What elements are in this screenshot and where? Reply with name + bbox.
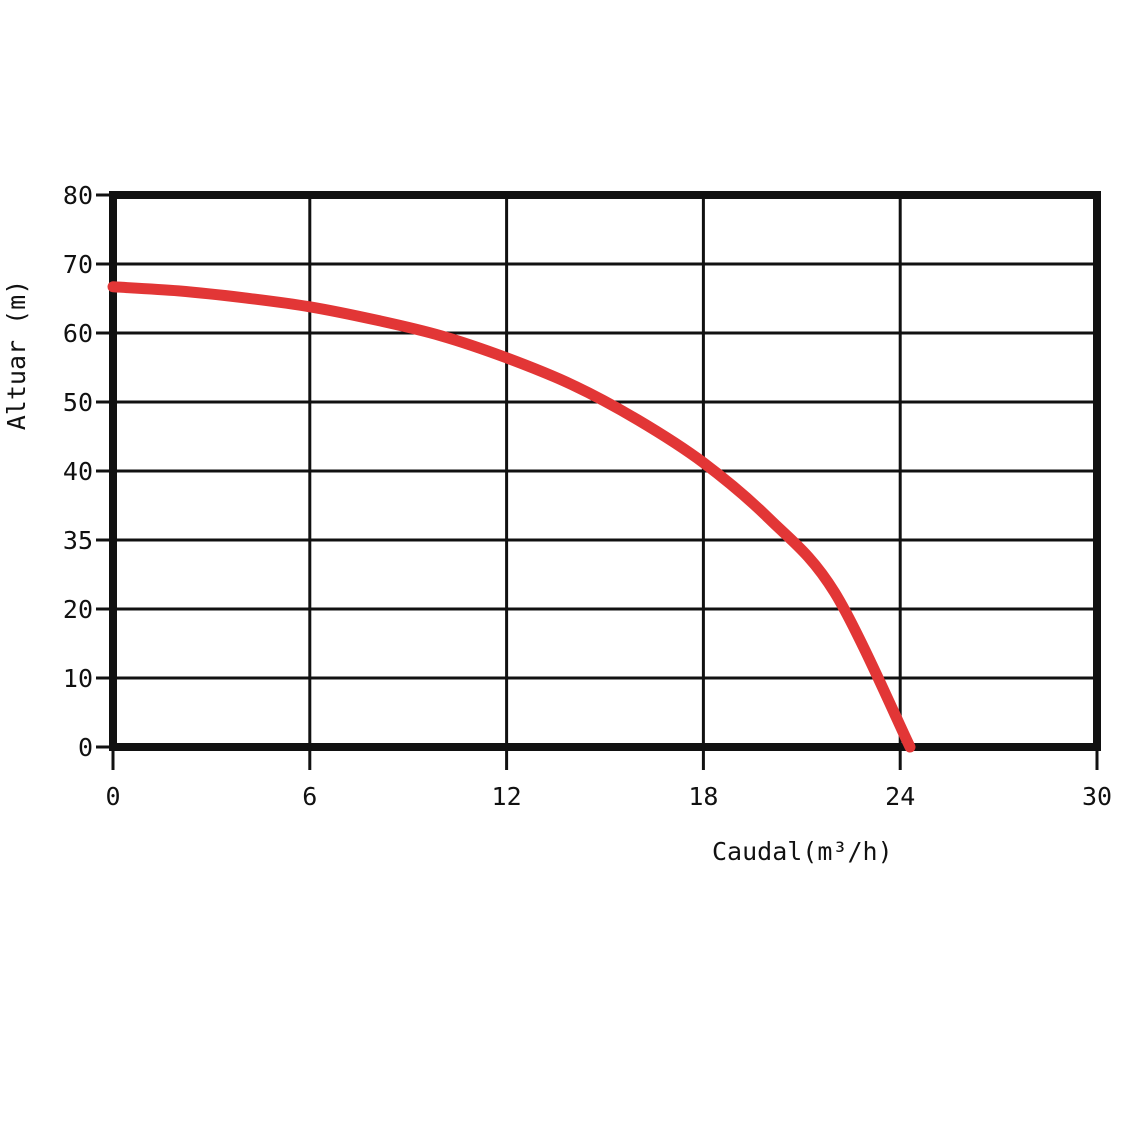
- y-tick-label: 0: [78, 733, 93, 762]
- y-tick-label: 80: [63, 181, 93, 210]
- x-tick-label: 0: [105, 782, 120, 811]
- y-tick-label: 60: [63, 319, 93, 348]
- y-tick-label: 35: [63, 526, 93, 555]
- x-axis-title: Caudal(m³/h): [712, 837, 893, 866]
- series-layer: [107, 281, 916, 753]
- y-tick-label: 50: [63, 388, 93, 417]
- y-tick-label: 40: [63, 457, 93, 486]
- x-tick-label: 30: [1082, 782, 1112, 811]
- y-tick-label: 70: [63, 250, 93, 279]
- y-axis-title: Altuar (m): [2, 280, 31, 431]
- series-curve: [107, 281, 916, 753]
- x-tick-label: 18: [688, 782, 718, 811]
- x-tick-label: 6: [302, 782, 317, 811]
- axis-ticks: [96, 193, 1099, 770]
- x-tick-label: 12: [492, 782, 522, 811]
- y-tick-label: 10: [63, 664, 93, 693]
- y-tick-label: 20: [63, 595, 93, 624]
- grid-lines: [113, 195, 1097, 747]
- x-tick-label: 24: [885, 782, 915, 811]
- tick-labels: 0 10 20 35 40 50 60 70 80 0 6 12 18 24 30: [63, 181, 1112, 811]
